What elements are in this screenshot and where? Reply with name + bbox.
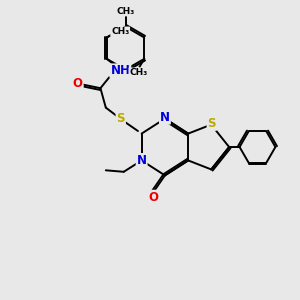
- Text: N: N: [160, 111, 170, 124]
- Text: O: O: [73, 76, 83, 90]
- Text: N: N: [136, 154, 147, 167]
- Text: S: S: [116, 112, 125, 125]
- Text: O: O: [148, 191, 159, 204]
- Text: CH₃: CH₃: [129, 68, 148, 77]
- Text: CH₃: CH₃: [111, 27, 129, 36]
- Text: CH₃: CH₃: [116, 7, 135, 16]
- Text: NH: NH: [110, 64, 130, 77]
- Text: S: S: [208, 117, 216, 130]
